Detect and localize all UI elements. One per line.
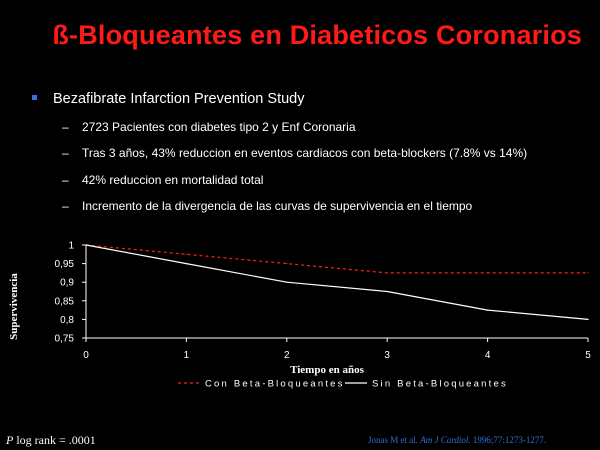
sub-bullet-2: – Tras 3 años, 43% reduccion en eventos c… [62,146,528,160]
slide-title: ß-Bloqueantes en Diabeticos Coronarios [52,20,582,50]
y-tick-label: 0,8 [60,315,74,326]
citation: Jonas M et al. Am J Cardiol. 1996;77:127… [368,435,546,445]
sub-bullet-1: –2723 Pacientes con diabetes tipo 2 y En… [62,120,356,134]
sub-bullet-text-3: 42% reduccion en mortalidad total [82,173,264,187]
chart-series [85,244,589,320]
y-tick-label: 0,85 [55,296,75,307]
data-point [487,309,489,311]
data-point [587,318,589,320]
data-point [487,272,489,274]
data-point [286,281,288,283]
x-tick-label: 3 [384,350,390,361]
sub-bullet-3: –42% reduccion en mortalidad total [62,173,264,187]
x-tick-label: 5 [585,350,591,361]
bullet-square-icon [32,94,37,100]
x-axis-label: Tiempo en años [290,364,364,376]
data-point [85,244,87,246]
data-point [386,272,388,274]
data-point [386,290,388,293]
x-tick-label: 2 [284,350,290,361]
x-tick-label: 0 [83,350,89,361]
citation-ref: 1996;77:1273-1277. [470,435,547,445]
x-tick-label: 1 [184,350,190,361]
data-point [185,253,187,255]
series-con-beta-line [85,244,588,274]
y-tick-label: 0,95 [55,259,75,270]
sub-bullet-4: – Incremento de la divergencia de las cur… [62,199,473,213]
y-axis-label: Supervivencia [8,273,20,340]
legend-label: Sin Beta-Bloqueantes [372,379,508,390]
sub-bullet-text-1: 2723 Pacientes con diabetes tipo 2 y Enf… [82,120,356,134]
p-value-italic: P [6,433,14,447]
chart-axes: 0,75 0,8 0,85 0,9 0,95 1 0 1 2 3 4 5 [55,241,592,362]
y-tick-label: 0,75 [55,334,75,345]
data-point [185,263,187,265]
legend-label: Con Beta-Bloqueantes [205,379,345,390]
p-value-note: P log rank = .0001 [6,433,96,448]
p-value-text: log rank = .0001 [13,433,96,447]
citation-journal: Am J Cardiol. [420,435,471,445]
chart-legend: Con Beta-Bloqueantes Sin Beta-Bloqueantes [178,379,508,390]
series-sin-beta-line [85,244,589,320]
citation-authors: Jonas M et al. [368,435,421,445]
y-tick-label: 1 [68,241,74,252]
sub-bullet-text-4: Incremento de la divergencia de las curv… [82,199,473,213]
y-tick-label: 0,9 [60,278,74,289]
data-point [286,263,288,265]
x-tick-label: 4 [485,350,491,361]
sub-bullet-text-2: Tras 3 años, 43% reduccion en eventos ca… [82,146,528,160]
main-bullet-text: Bezafibrate Infarction Prevention Study [53,91,305,107]
main-bullet: Bezafibrate Infarction Prevention Study [32,91,304,107]
data-point [587,272,589,274]
